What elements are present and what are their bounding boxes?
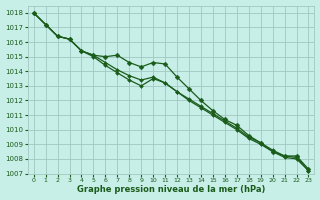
- X-axis label: Graphe pression niveau de la mer (hPa): Graphe pression niveau de la mer (hPa): [77, 185, 265, 194]
